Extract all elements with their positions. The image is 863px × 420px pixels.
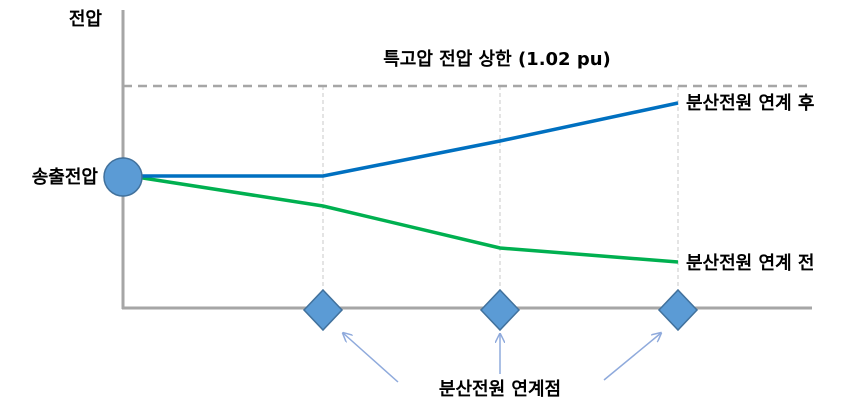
connection-point-label: 분산전원 연계점 — [439, 379, 561, 400]
curve-label: 분산전원 연계 전 — [686, 253, 814, 274]
axis-label: 전압 — [69, 9, 103, 30]
pointer-arrows — [343, 333, 661, 383]
connection-points — [302, 288, 699, 332]
source-node — [103, 157, 143, 197]
upper-limit-label: 특고압 전압 상한 (1.02 pu) — [383, 49, 611, 70]
source-label: 송출전압 — [32, 167, 99, 188]
curve-before — [129, 174, 679, 264]
guide-lines — [322, 86, 679, 308]
curve-after — [130, 101, 679, 178]
curve-label: 분산전원 연계 후 — [686, 93, 814, 114]
